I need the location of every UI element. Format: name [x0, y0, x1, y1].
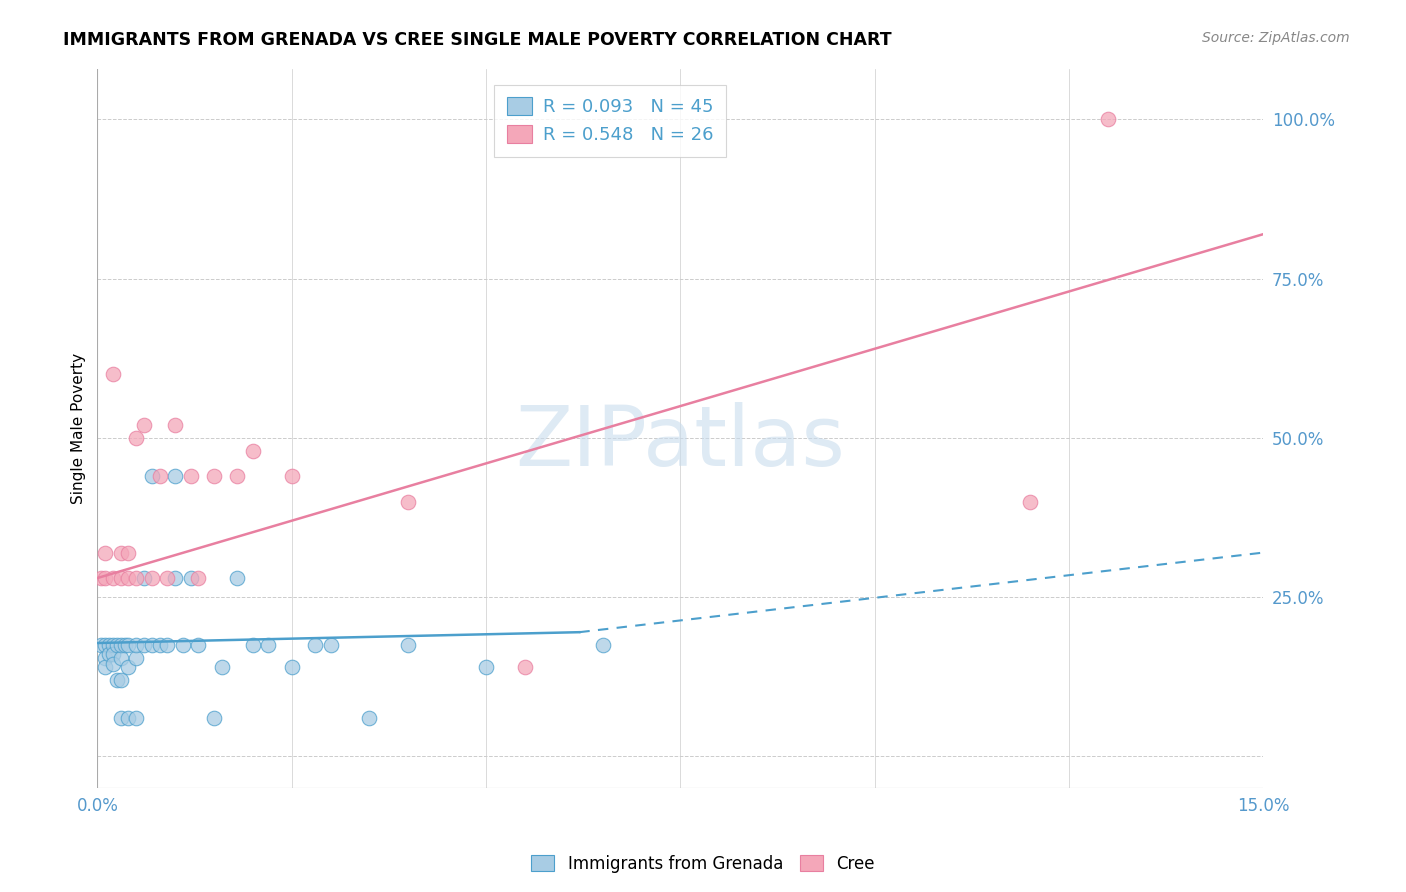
Point	[180, 571, 202, 585]
Point	[101, 638, 124, 652]
Point	[396, 494, 419, 508]
Point	[202, 711, 225, 725]
Point	[110, 638, 132, 652]
Point	[94, 660, 117, 674]
Point	[110, 545, 132, 559]
Point	[165, 418, 187, 433]
Point	[156, 638, 179, 652]
Point	[101, 648, 124, 662]
Point	[125, 711, 148, 725]
Point	[98, 648, 121, 662]
Point	[141, 571, 163, 585]
Text: Source: ZipAtlas.com: Source: ZipAtlas.com	[1202, 31, 1350, 45]
Point	[180, 469, 202, 483]
Point	[125, 638, 148, 652]
Point	[101, 657, 124, 671]
Point	[187, 638, 209, 652]
Legend: Immigrants from Grenada, Cree: Immigrants from Grenada, Cree	[524, 848, 882, 880]
Point	[1019, 494, 1042, 508]
Point	[125, 571, 148, 585]
Point	[226, 469, 249, 483]
Point	[172, 638, 194, 652]
Point	[125, 431, 148, 445]
Point	[117, 571, 139, 585]
Point	[110, 650, 132, 665]
Point	[304, 638, 326, 652]
Point	[90, 571, 112, 585]
Point	[105, 673, 128, 687]
Point	[117, 660, 139, 674]
Point	[475, 660, 498, 674]
Point	[211, 660, 233, 674]
Point	[202, 469, 225, 483]
Point	[98, 638, 121, 652]
Point	[125, 650, 148, 665]
Point	[94, 571, 117, 585]
Point	[117, 545, 139, 559]
Point	[242, 443, 264, 458]
Legend: R = 0.093   N = 45, R = 0.548   N = 26: R = 0.093 N = 45, R = 0.548 N = 26	[495, 85, 727, 157]
Point	[513, 660, 536, 674]
Point	[319, 638, 342, 652]
Point	[94, 545, 117, 559]
Point	[132, 571, 155, 585]
Point	[148, 638, 170, 652]
Point	[226, 571, 249, 585]
Point	[187, 571, 209, 585]
Point	[165, 571, 187, 585]
Point	[90, 638, 112, 652]
Point	[94, 638, 117, 652]
Point	[242, 638, 264, 652]
Point	[110, 673, 132, 687]
Point	[105, 638, 128, 652]
Point	[592, 638, 614, 652]
Point	[132, 418, 155, 433]
Point	[280, 660, 302, 674]
Point	[280, 469, 302, 483]
Point	[110, 571, 132, 585]
Text: ZIPatlas: ZIPatlas	[516, 402, 845, 483]
Point	[141, 638, 163, 652]
Point	[110, 711, 132, 725]
Point	[114, 638, 136, 652]
Y-axis label: Single Male Poverty: Single Male Poverty	[72, 353, 86, 504]
Point	[359, 711, 381, 725]
Point	[1097, 112, 1119, 127]
Point	[117, 711, 139, 725]
Text: IMMIGRANTS FROM GRENADA VS CREE SINGLE MALE POVERTY CORRELATION CHART: IMMIGRANTS FROM GRENADA VS CREE SINGLE M…	[63, 31, 891, 49]
Point	[94, 650, 117, 665]
Point	[257, 638, 280, 652]
Point	[132, 638, 155, 652]
Point	[148, 469, 170, 483]
Point	[141, 469, 163, 483]
Point	[396, 638, 419, 652]
Point	[101, 368, 124, 382]
Point	[165, 469, 187, 483]
Point	[117, 638, 139, 652]
Point	[156, 571, 179, 585]
Point	[101, 571, 124, 585]
